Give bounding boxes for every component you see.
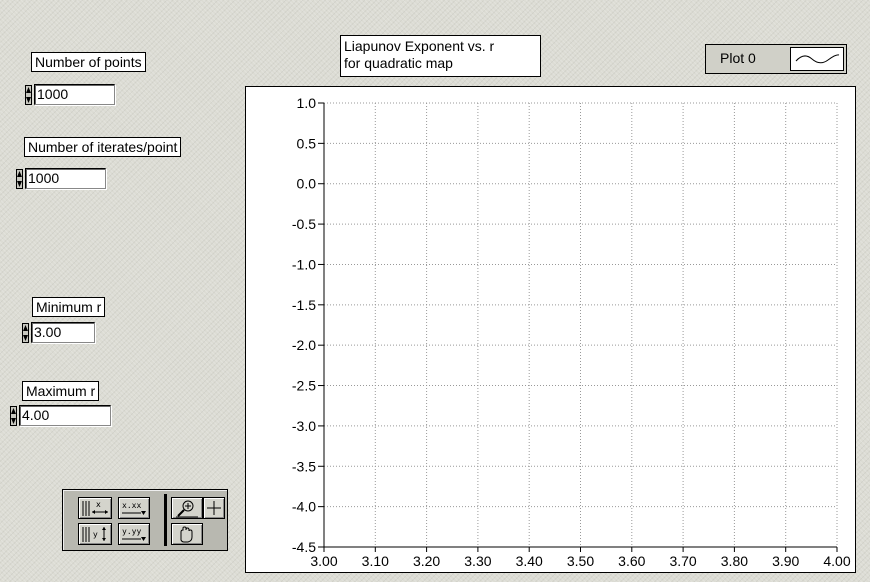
y-tick-label: -2.0	[292, 337, 316, 353]
x-tick-label: 4.00	[823, 553, 850, 569]
x-tick-label: 3.70	[669, 553, 696, 569]
max-r-label: Maximum r	[22, 381, 100, 401]
x-autoscale-icon: x	[82, 500, 108, 516]
y-format-icon: y.yy	[122, 527, 146, 541]
y-tick-label: -2.5	[292, 378, 316, 394]
y-tick-label: -0.5	[292, 216, 316, 232]
x-tick-label: 3.30	[464, 553, 491, 569]
num-iterates-input[interactable]: 1000	[25, 168, 106, 189]
pan-button[interactable]	[171, 523, 203, 545]
x-format-icon: x.xx	[122, 501, 146, 515]
y-autoscale-icon: y	[82, 527, 106, 542]
x-tick-label: 3.10	[362, 553, 389, 569]
decrement-arrow-icon[interactable]	[17, 179, 22, 188]
crosshair-cursor-button[interactable]	[203, 497, 225, 519]
crosshair-cursor-icon	[207, 501, 221, 515]
legend-plot-name: Plot 0	[720, 50, 756, 66]
x-tick-label: 3.80	[721, 553, 748, 569]
pan-hand-icon	[180, 526, 193, 543]
line-style-icon	[795, 54, 840, 64]
chart-title: Liapunov Exponent vs. r for quadratic ma…	[340, 35, 541, 77]
chart-title-line-2: for quadratic map	[344, 55, 453, 71]
chart-title-line-1: Liapunov Exponent vs. r	[344, 38, 495, 54]
svg-text:x: x	[96, 500, 101, 509]
y-tick-label: -1.0	[292, 256, 316, 272]
x-tick-label: 3.40	[516, 553, 543, 569]
y-tick-label: -3.0	[292, 418, 316, 434]
num-iterates-spinner[interactable]	[16, 169, 23, 189]
svg-text:x.xx: x.xx	[122, 501, 141, 510]
y-format-button[interactable]: y.yy	[118, 523, 150, 545]
y-tick-label: 0.0	[297, 176, 317, 192]
num-points-input[interactable]: 1000	[34, 84, 115, 105]
x-tick-label: 3.90	[772, 553, 799, 569]
x-tick-label: 3.50	[567, 553, 594, 569]
increment-arrow-icon[interactable]	[17, 170, 22, 179]
num-iterates-label: Number of iterates/point	[24, 137, 182, 157]
plot-frame: 1.0 0.5 0.0 -0.5 -1.0 -1.5 -2.0 -2.5 -3.0 -3.5 -4.…	[245, 86, 856, 573]
y-autoscale-button[interactable]: y	[78, 523, 112, 545]
num-points-spinner[interactable]	[25, 85, 32, 105]
zoom-button[interactable]	[171, 497, 203, 519]
y-tick-label: -4.5	[292, 539, 316, 555]
decrement-arrow-icon[interactable]	[26, 95, 31, 104]
x-tick-label: 3.60	[618, 553, 645, 569]
increment-arrow-icon[interactable]	[23, 324, 28, 333]
decrement-arrow-icon[interactable]	[23, 333, 28, 342]
svg-text:y: y	[93, 530, 98, 539]
num-points-label: Number of points	[31, 52, 146, 72]
y-tick-label: -4.0	[292, 499, 316, 515]
palette-divider	[164, 494, 167, 546]
svg-text:y.yy: y.yy	[122, 527, 141, 536]
y-tick-label: 1.0	[297, 95, 317, 111]
x-format-button[interactable]: x.xx	[118, 497, 150, 519]
plot-legend[interactable]: Plot 0	[705, 44, 847, 74]
min-r-spinner[interactable]	[22, 323, 29, 343]
y-tick-label: -3.5	[292, 458, 316, 474]
y-tick-label: -1.5	[292, 297, 316, 313]
legend-line-swatch[interactable]	[790, 47, 844, 71]
increment-arrow-icon[interactable]	[26, 86, 31, 95]
decrement-arrow-icon[interactable]	[11, 416, 16, 425]
max-r-input[interactable]: 4.00	[19, 405, 111, 426]
x-tick-label: 3.00	[310, 553, 337, 569]
zoom-icon	[176, 500, 198, 518]
liapunov-chart[interactable]: 1.0 0.5 0.0 -0.5 -1.0 -1.5 -2.0 -2.5 -3.0 -3.5 -4.…	[246, 87, 855, 572]
y-tick-label: 0.5	[297, 135, 317, 151]
graph-palette: x x.xx y	[62, 489, 228, 551]
increment-arrow-icon[interactable]	[11, 407, 16, 416]
max-r-spinner[interactable]	[10, 406, 17, 426]
x-tick-label: 3.20	[413, 553, 440, 569]
min-r-input[interactable]: 3.00	[31, 322, 95, 343]
x-autoscale-button[interactable]: x	[78, 497, 112, 519]
min-r-label: Minimum r	[32, 297, 106, 317]
